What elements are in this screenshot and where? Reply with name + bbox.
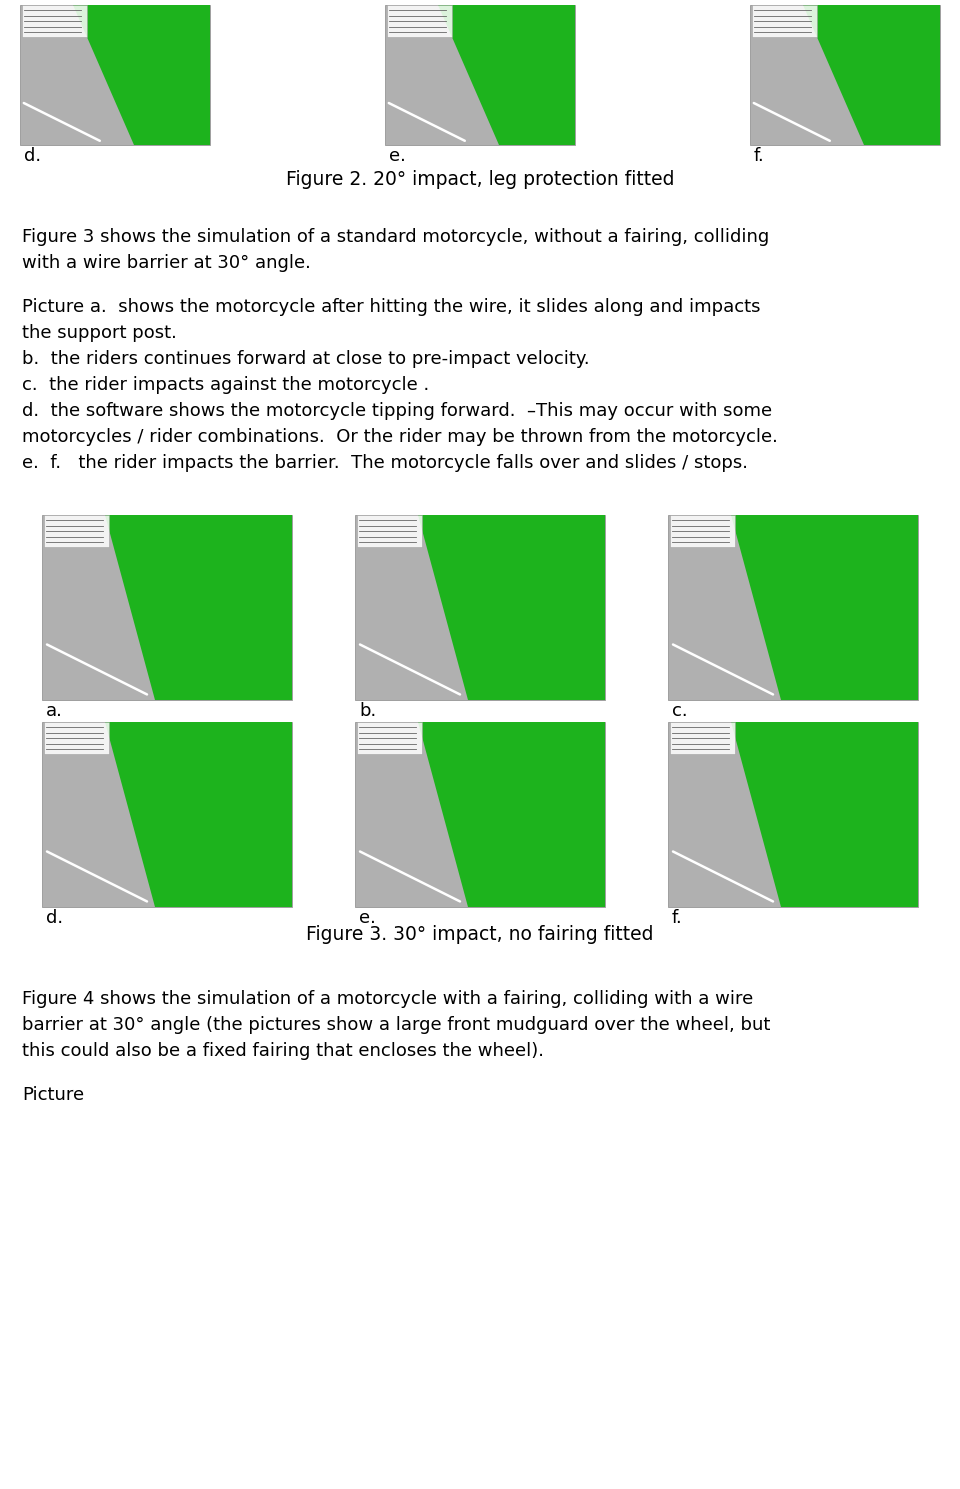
Bar <box>357 722 422 753</box>
Text: the support post.: the support post. <box>22 325 177 342</box>
Text: this could also be a fixed fairing that encloses the wheel).: this could also be a fixed fairing that … <box>22 1042 544 1060</box>
Text: a.: a. <box>46 701 62 721</box>
Polygon shape <box>418 515 605 700</box>
Bar <box>20 4 210 144</box>
Bar <box>670 722 735 753</box>
Text: motorcycles / rider combinations.  Or the rider may be thrown from the motorcycl: motorcycles / rider combinations. Or the… <box>22 427 778 447</box>
Bar <box>385 4 575 144</box>
Text: c.  the rider impacts against the motorcycle .: c. the rider impacts against the motorcy… <box>22 377 429 395</box>
Bar <box>44 515 109 546</box>
Bar <box>44 722 109 753</box>
Text: Figure 3. 30° impact, no fairing fitted: Figure 3. 30° impact, no fairing fitted <box>306 925 654 944</box>
Text: barrier at 30° angle (the pictures show a large front mudguard over the wheel, b: barrier at 30° angle (the pictures show … <box>22 1015 770 1033</box>
Text: Picture a.  shows the motorcycle after hitting the wire, it slides along and imp: Picture a. shows the motorcycle after hi… <box>22 298 760 316</box>
Bar <box>42 722 292 907</box>
Bar <box>355 515 605 700</box>
Bar <box>22 4 87 37</box>
Bar <box>750 4 940 144</box>
Text: e.: e. <box>389 147 406 165</box>
Text: c.: c. <box>672 701 687 721</box>
Text: Picture: Picture <box>22 1085 84 1103</box>
Bar <box>668 515 918 700</box>
Bar <box>42 515 292 700</box>
Bar <box>387 4 452 37</box>
Bar <box>355 722 605 907</box>
Polygon shape <box>804 4 940 144</box>
Polygon shape <box>731 722 918 907</box>
Bar <box>752 4 817 37</box>
Text: Figure 2. 20° impact, leg protection fitted: Figure 2. 20° impact, leg protection fit… <box>286 170 674 189</box>
Text: d.: d. <box>46 908 63 928</box>
Text: f.: f. <box>754 147 765 165</box>
Text: Figure 3 shows the simulation of a standard motorcycle, without a fairing, colli: Figure 3 shows the simulation of a stand… <box>22 228 769 246</box>
Text: Figure 4 shows the simulation of a motorcycle with a fairing, colliding with a w: Figure 4 shows the simulation of a motor… <box>22 990 754 1008</box>
Polygon shape <box>73 4 210 144</box>
Polygon shape <box>438 4 575 144</box>
Text: with a wire barrier at 30° angle.: with a wire barrier at 30° angle. <box>22 255 311 272</box>
Text: d.: d. <box>24 147 41 165</box>
Polygon shape <box>105 722 292 907</box>
Text: b.: b. <box>359 701 376 721</box>
Polygon shape <box>418 722 605 907</box>
Text: e.: e. <box>359 908 376 928</box>
Text: b.  the riders continues forward at close to pre-impact velocity.: b. the riders continues forward at close… <box>22 350 589 368</box>
Polygon shape <box>731 515 918 700</box>
Text: e.  f.   the rider impacts the barrier.  The motorcycle falls over and slides / : e. f. the rider impacts the barrier. The… <box>22 454 748 472</box>
Text: f.: f. <box>672 908 683 928</box>
Text: d.  the software shows the motorcycle tipping forward.  –This may occur with som: d. the software shows the motorcycle tip… <box>22 402 772 420</box>
Bar <box>668 722 918 907</box>
Bar <box>357 515 422 546</box>
Polygon shape <box>105 515 292 700</box>
Bar <box>670 515 735 546</box>
